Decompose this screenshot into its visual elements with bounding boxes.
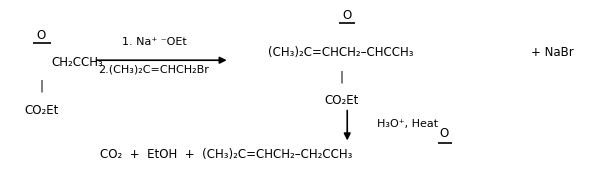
- Text: + NaBr: + NaBr: [531, 46, 574, 59]
- Text: CO₂  +  EtOH  +  (CH₃)₂C=CHCH₂–CH₂CCH₃: CO₂ + EtOH + (CH₃)₂C=CHCH₂–CH₂CCH₃: [100, 148, 352, 161]
- Text: H₃O⁺, Heat: H₃O⁺, Heat: [378, 119, 439, 129]
- Text: |: |: [339, 71, 343, 84]
- Text: 2.(CH₃)₂C=CHCH₂Br: 2.(CH₃)₂C=CHCH₂Br: [99, 65, 209, 75]
- Text: O: O: [440, 128, 449, 140]
- Text: |: |: [39, 80, 43, 93]
- Text: (CH₃)₂C=CHCH₂–CHCCH₃: (CH₃)₂C=CHCH₂–CHCCH₃: [269, 46, 414, 59]
- Text: CH₂CCH₃: CH₂CCH₃: [52, 56, 103, 69]
- Text: O: O: [36, 29, 46, 42]
- Text: CO₂Et: CO₂Et: [324, 94, 359, 107]
- Text: CO₂Et: CO₂Et: [24, 104, 59, 117]
- Text: O: O: [342, 9, 352, 22]
- Text: 1. Na⁺ ⁻OEt: 1. Na⁺ ⁻OEt: [122, 37, 187, 47]
